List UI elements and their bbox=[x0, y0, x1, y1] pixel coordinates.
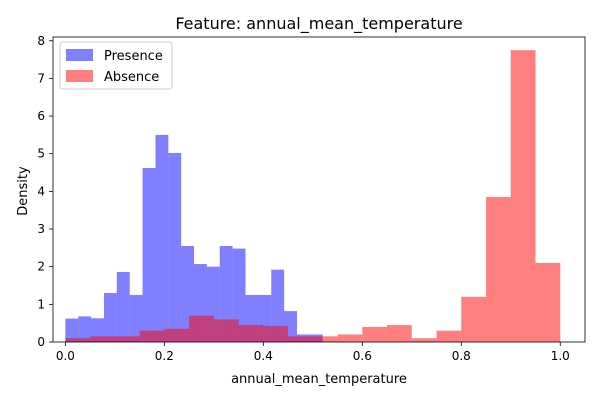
bar-presence-4 bbox=[116, 271, 130, 342]
bar-absence-14 bbox=[411, 338, 437, 342]
legend-swatch-presence bbox=[66, 49, 93, 61]
chart-title: Feature: annual_mean_temperature bbox=[175, 14, 462, 34]
bar-presence-3 bbox=[103, 293, 117, 342]
bar-absence-6 bbox=[213, 319, 239, 342]
bar-presence-13 bbox=[232, 248, 246, 342]
y-tick-label: 3 bbox=[37, 222, 45, 236]
plot-frame bbox=[52, 36, 586, 343]
bar-absence-10 bbox=[312, 336, 338, 342]
bar-presence-2 bbox=[91, 318, 104, 342]
bar-absence-8 bbox=[263, 326, 289, 342]
y-tick-label: 7 bbox=[37, 71, 45, 85]
bar-absence-16 bbox=[461, 296, 487, 342]
y-tick-label: 4 bbox=[37, 184, 45, 198]
y-axis-label: Density bbox=[16, 166, 31, 216]
bar-absence-9 bbox=[288, 336, 313, 342]
x-tick-label: 0.8 bbox=[452, 349, 471, 363]
x-axis-ticks: 0.0 0.2 0.4 0.6 0.8 1.0 bbox=[56, 342, 570, 363]
bar-absence-2 bbox=[114, 336, 140, 342]
bar-absence-5 bbox=[189, 315, 214, 342]
y-tick-label: 1 bbox=[37, 297, 45, 311]
bar-absence-0 bbox=[65, 338, 91, 342]
bar-absence-12 bbox=[362, 326, 388, 342]
y-tick-label: 6 bbox=[37, 109, 45, 123]
bar-absence-1 bbox=[90, 336, 115, 342]
bar-absence-18 bbox=[510, 50, 536, 342]
bar-presence-6 bbox=[142, 168, 156, 342]
bar-presence-7 bbox=[155, 134, 169, 342]
x-tick-label: 0.0 bbox=[56, 349, 75, 363]
x-axis-label: annual_mean_temperature bbox=[231, 372, 407, 387]
y-tick-label: 2 bbox=[37, 260, 45, 274]
x-tick-label: 1.0 bbox=[551, 349, 570, 363]
y-tick-label: 5 bbox=[37, 147, 45, 161]
bars-layer bbox=[65, 50, 561, 342]
bar-absence-7 bbox=[238, 325, 264, 342]
legend: Presence Absence bbox=[59, 41, 173, 90]
bar-presence-0 bbox=[65, 318, 79, 342]
legend-label-presence: Presence bbox=[104, 49, 163, 64]
bar-absence-3 bbox=[139, 330, 165, 342]
x-tick-label: 0.4 bbox=[254, 349, 273, 363]
x-tick-label: 0.6 bbox=[353, 349, 372, 363]
x-tick-label: 0.2 bbox=[155, 349, 174, 363]
bar-presence-12 bbox=[219, 245, 233, 342]
bar-absence-17 bbox=[486, 197, 511, 342]
bar-presence-16 bbox=[271, 269, 285, 342]
legend-label-absence: Absence bbox=[104, 70, 159, 85]
bar-absence-11 bbox=[337, 334, 363, 342]
y-tick-label: 0 bbox=[37, 335, 45, 349]
bar-absence-15 bbox=[436, 330, 462, 342]
y-tick-label: 8 bbox=[37, 34, 45, 48]
bar-absence-13 bbox=[387, 325, 412, 342]
bar-presence-1 bbox=[78, 316, 92, 342]
bar-presence-8 bbox=[168, 152, 182, 342]
legend-swatch-absence bbox=[66, 70, 93, 82]
bar-presence-5 bbox=[129, 294, 143, 342]
bar-absence-19 bbox=[535, 262, 561, 342]
bar-absence-4 bbox=[164, 328, 190, 342]
y-axis-ticks: 0 1 2 3 4 5 6 7 8 bbox=[37, 34, 53, 349]
